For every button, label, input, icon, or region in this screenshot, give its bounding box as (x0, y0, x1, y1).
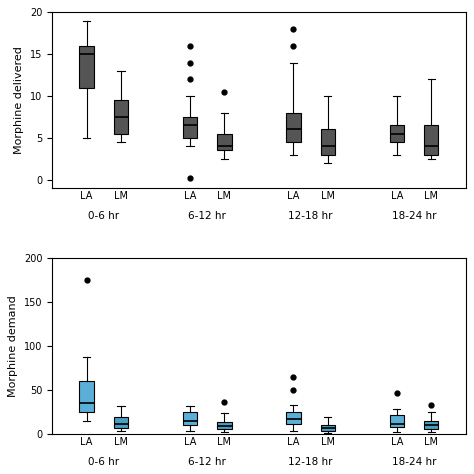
Y-axis label: Morphine demand: Morphine demand (9, 295, 18, 397)
PathPatch shape (286, 412, 301, 424)
Text: 18-24 hr: 18-24 hr (392, 457, 436, 467)
PathPatch shape (424, 125, 438, 155)
PathPatch shape (79, 382, 94, 412)
PathPatch shape (424, 421, 438, 429)
Text: 12-18 hr: 12-18 hr (288, 457, 333, 467)
PathPatch shape (390, 125, 404, 142)
Text: 18-24 hr: 18-24 hr (392, 211, 436, 221)
Text: 6-12 hr: 6-12 hr (188, 457, 226, 467)
PathPatch shape (182, 117, 197, 138)
Text: 12-18 hr: 12-18 hr (288, 211, 333, 221)
PathPatch shape (182, 412, 197, 425)
PathPatch shape (390, 415, 404, 427)
PathPatch shape (286, 113, 301, 142)
PathPatch shape (217, 422, 232, 429)
Text: 0-6 hr: 0-6 hr (88, 457, 119, 467)
PathPatch shape (114, 417, 128, 428)
PathPatch shape (320, 129, 335, 155)
PathPatch shape (114, 100, 128, 134)
PathPatch shape (79, 46, 94, 88)
PathPatch shape (217, 134, 232, 150)
Y-axis label: Morphine delivered: Morphine delivered (15, 46, 25, 154)
PathPatch shape (320, 425, 335, 430)
Text: 0-6 hr: 0-6 hr (88, 211, 119, 221)
Text: 6-12 hr: 6-12 hr (188, 211, 226, 221)
